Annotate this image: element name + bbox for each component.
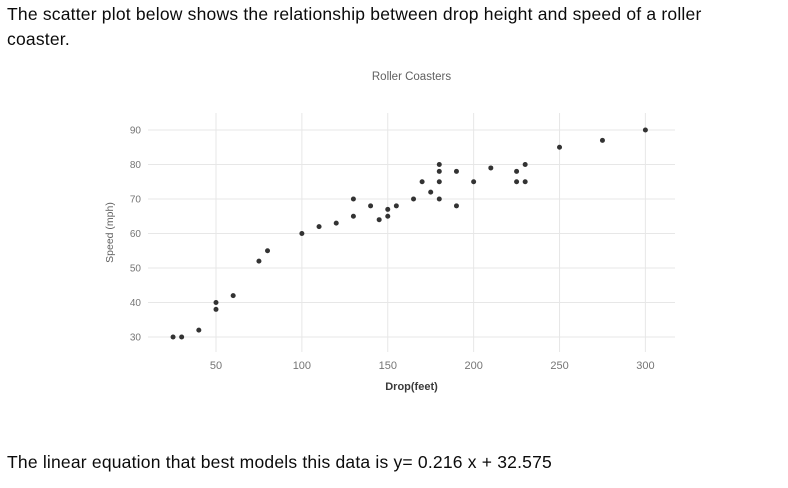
- data-point: [333, 220, 339, 226]
- data-point: [170, 334, 176, 340]
- x-axis-tick-label: 300: [636, 360, 654, 372]
- x-axis-tick-label: 100: [293, 360, 311, 372]
- data-point: [522, 162, 528, 167]
- x-axis-tick-label: 150: [379, 360, 397, 372]
- data-point: [385, 213, 391, 219]
- data-point: [453, 203, 459, 209]
- intro-text: The scatter plot below shows the relatio…: [7, 4, 702, 49]
- x-axis-tick-label: 200: [464, 360, 482, 372]
- data-point: [411, 196, 417, 202]
- data-point: [471, 179, 477, 185]
- data-point: [488, 165, 494, 171]
- y-axis-tick-label: 90: [130, 126, 142, 137]
- data-point: [599, 137, 605, 143]
- data-point: [213, 300, 219, 305]
- y-axis-tick-label: 50: [130, 264, 142, 275]
- data-point: [557, 144, 563, 150]
- scatter-plot: 30 40 50 60 70 80 90 50 100 150 200 250 300 Roller Co…: [104, 71, 675, 393]
- scatter-chart: 30 40 50 60 70 80 90 50 100 150 200 250 300 Roller Co…: [90, 60, 710, 405]
- x-axis-tick-label: 50: [210, 360, 222, 372]
- x-axis-tick-label: 250: [550, 360, 568, 372]
- data-point: [393, 203, 399, 209]
- data-point: [428, 189, 434, 195]
- data-point: [230, 293, 236, 299]
- data-point: [436, 179, 442, 185]
- y-axis-tick-label: 30: [130, 333, 142, 344]
- data-point: [419, 179, 425, 185]
- data-point: [436, 196, 442, 202]
- data-point: [299, 231, 305, 236]
- y-axis-tick-label: 70: [130, 195, 142, 206]
- data-point: [514, 179, 520, 185]
- chart-title: Roller Coasters: [372, 71, 451, 83]
- data-point: [213, 306, 219, 312]
- data-point: [376, 217, 382, 223]
- data-point: [514, 168, 520, 174]
- data-point: [368, 203, 374, 209]
- data-point: [265, 248, 271, 254]
- equation-text: The linear equation that best models thi…: [7, 452, 552, 472]
- y-axis-tick-label: 40: [130, 298, 142, 309]
- data-point: [179, 334, 185, 340]
- data-point: [196, 327, 202, 333]
- data-point: [350, 196, 356, 202]
- data-point: [385, 206, 391, 212]
- data-point: [453, 168, 459, 174]
- y-axis-tick-label: 60: [130, 229, 142, 240]
- data-point: [436, 162, 442, 167]
- data-point: [522, 179, 528, 185]
- data-point: [350, 213, 356, 219]
- x-axis-label: Drop(feet): [385, 381, 438, 393]
- data-point: [436, 168, 442, 174]
- y-axis-tick-label: 80: [130, 160, 142, 171]
- data-point: [316, 224, 322, 230]
- y-axis-label: Speed (mph): [104, 202, 116, 263]
- data-point: [256, 258, 262, 264]
- data-point: [642, 127, 648, 133]
